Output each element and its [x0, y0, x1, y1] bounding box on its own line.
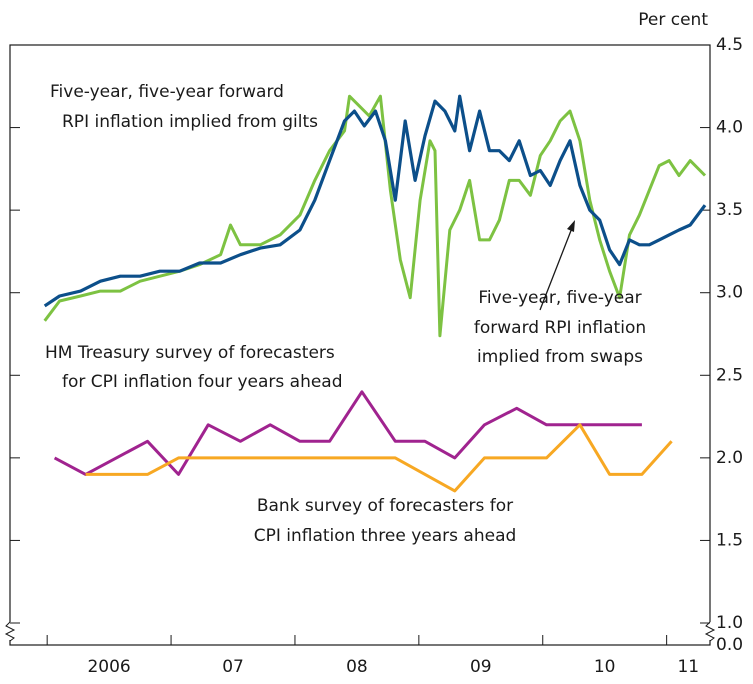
break-squiggle	[704, 621, 716, 642]
y-tick-label: 4.5	[716, 35, 743, 55]
series-label: HM Treasury survey of forecasters	[45, 343, 335, 363]
y-tick-label: 1.0	[716, 613, 743, 633]
series-line	[85, 423, 673, 493]
y-tick-label: 4.0	[716, 118, 743, 138]
y-tick-label: 1.5	[716, 530, 743, 550]
series-label: Bank survey of forecasters for	[257, 496, 513, 516]
y-tick-label: 2.0	[716, 448, 743, 468]
x-tick-label: 10	[594, 657, 616, 677]
break-squiggle	[4, 621, 16, 642]
series-label: forward RPI inflation	[474, 318, 646, 338]
arrow-head	[567, 220, 575, 232]
arrow	[539, 220, 575, 311]
y-tick-label: 3.0	[716, 283, 743, 303]
plot-frame	[9, 44, 711, 646]
unit-label: Per cent	[638, 10, 708, 30]
y-tick-label: 0.0	[716, 635, 743, 655]
series-label: CPI inflation three years ahead	[254, 526, 517, 546]
x-tick-label: 11	[677, 657, 699, 677]
series-label: implied from swaps	[477, 347, 643, 367]
x-tick-label: 07	[222, 657, 244, 677]
series-label: for CPI inflation four years ahead	[62, 372, 343, 392]
y-tick-label: 2.5	[716, 365, 743, 385]
series-label: Five-year, five-year forward	[50, 82, 284, 102]
axis-break	[4, 621, 717, 642]
x-tick-label: 09	[470, 657, 492, 677]
arrow-line	[539, 227, 573, 311]
break-gap	[703, 622, 717, 640]
x-tick-label: 08	[346, 657, 368, 677]
series-label: Five-year, five-year	[478, 288, 641, 308]
x-tick-label: 2006	[87, 657, 130, 677]
series-label: RPI inflation implied from gilts	[62, 112, 318, 132]
series-line	[43, 94, 707, 338]
y-tick-label: 3.5	[716, 200, 743, 220]
series-line	[43, 94, 707, 308]
series-line	[53, 390, 642, 476]
